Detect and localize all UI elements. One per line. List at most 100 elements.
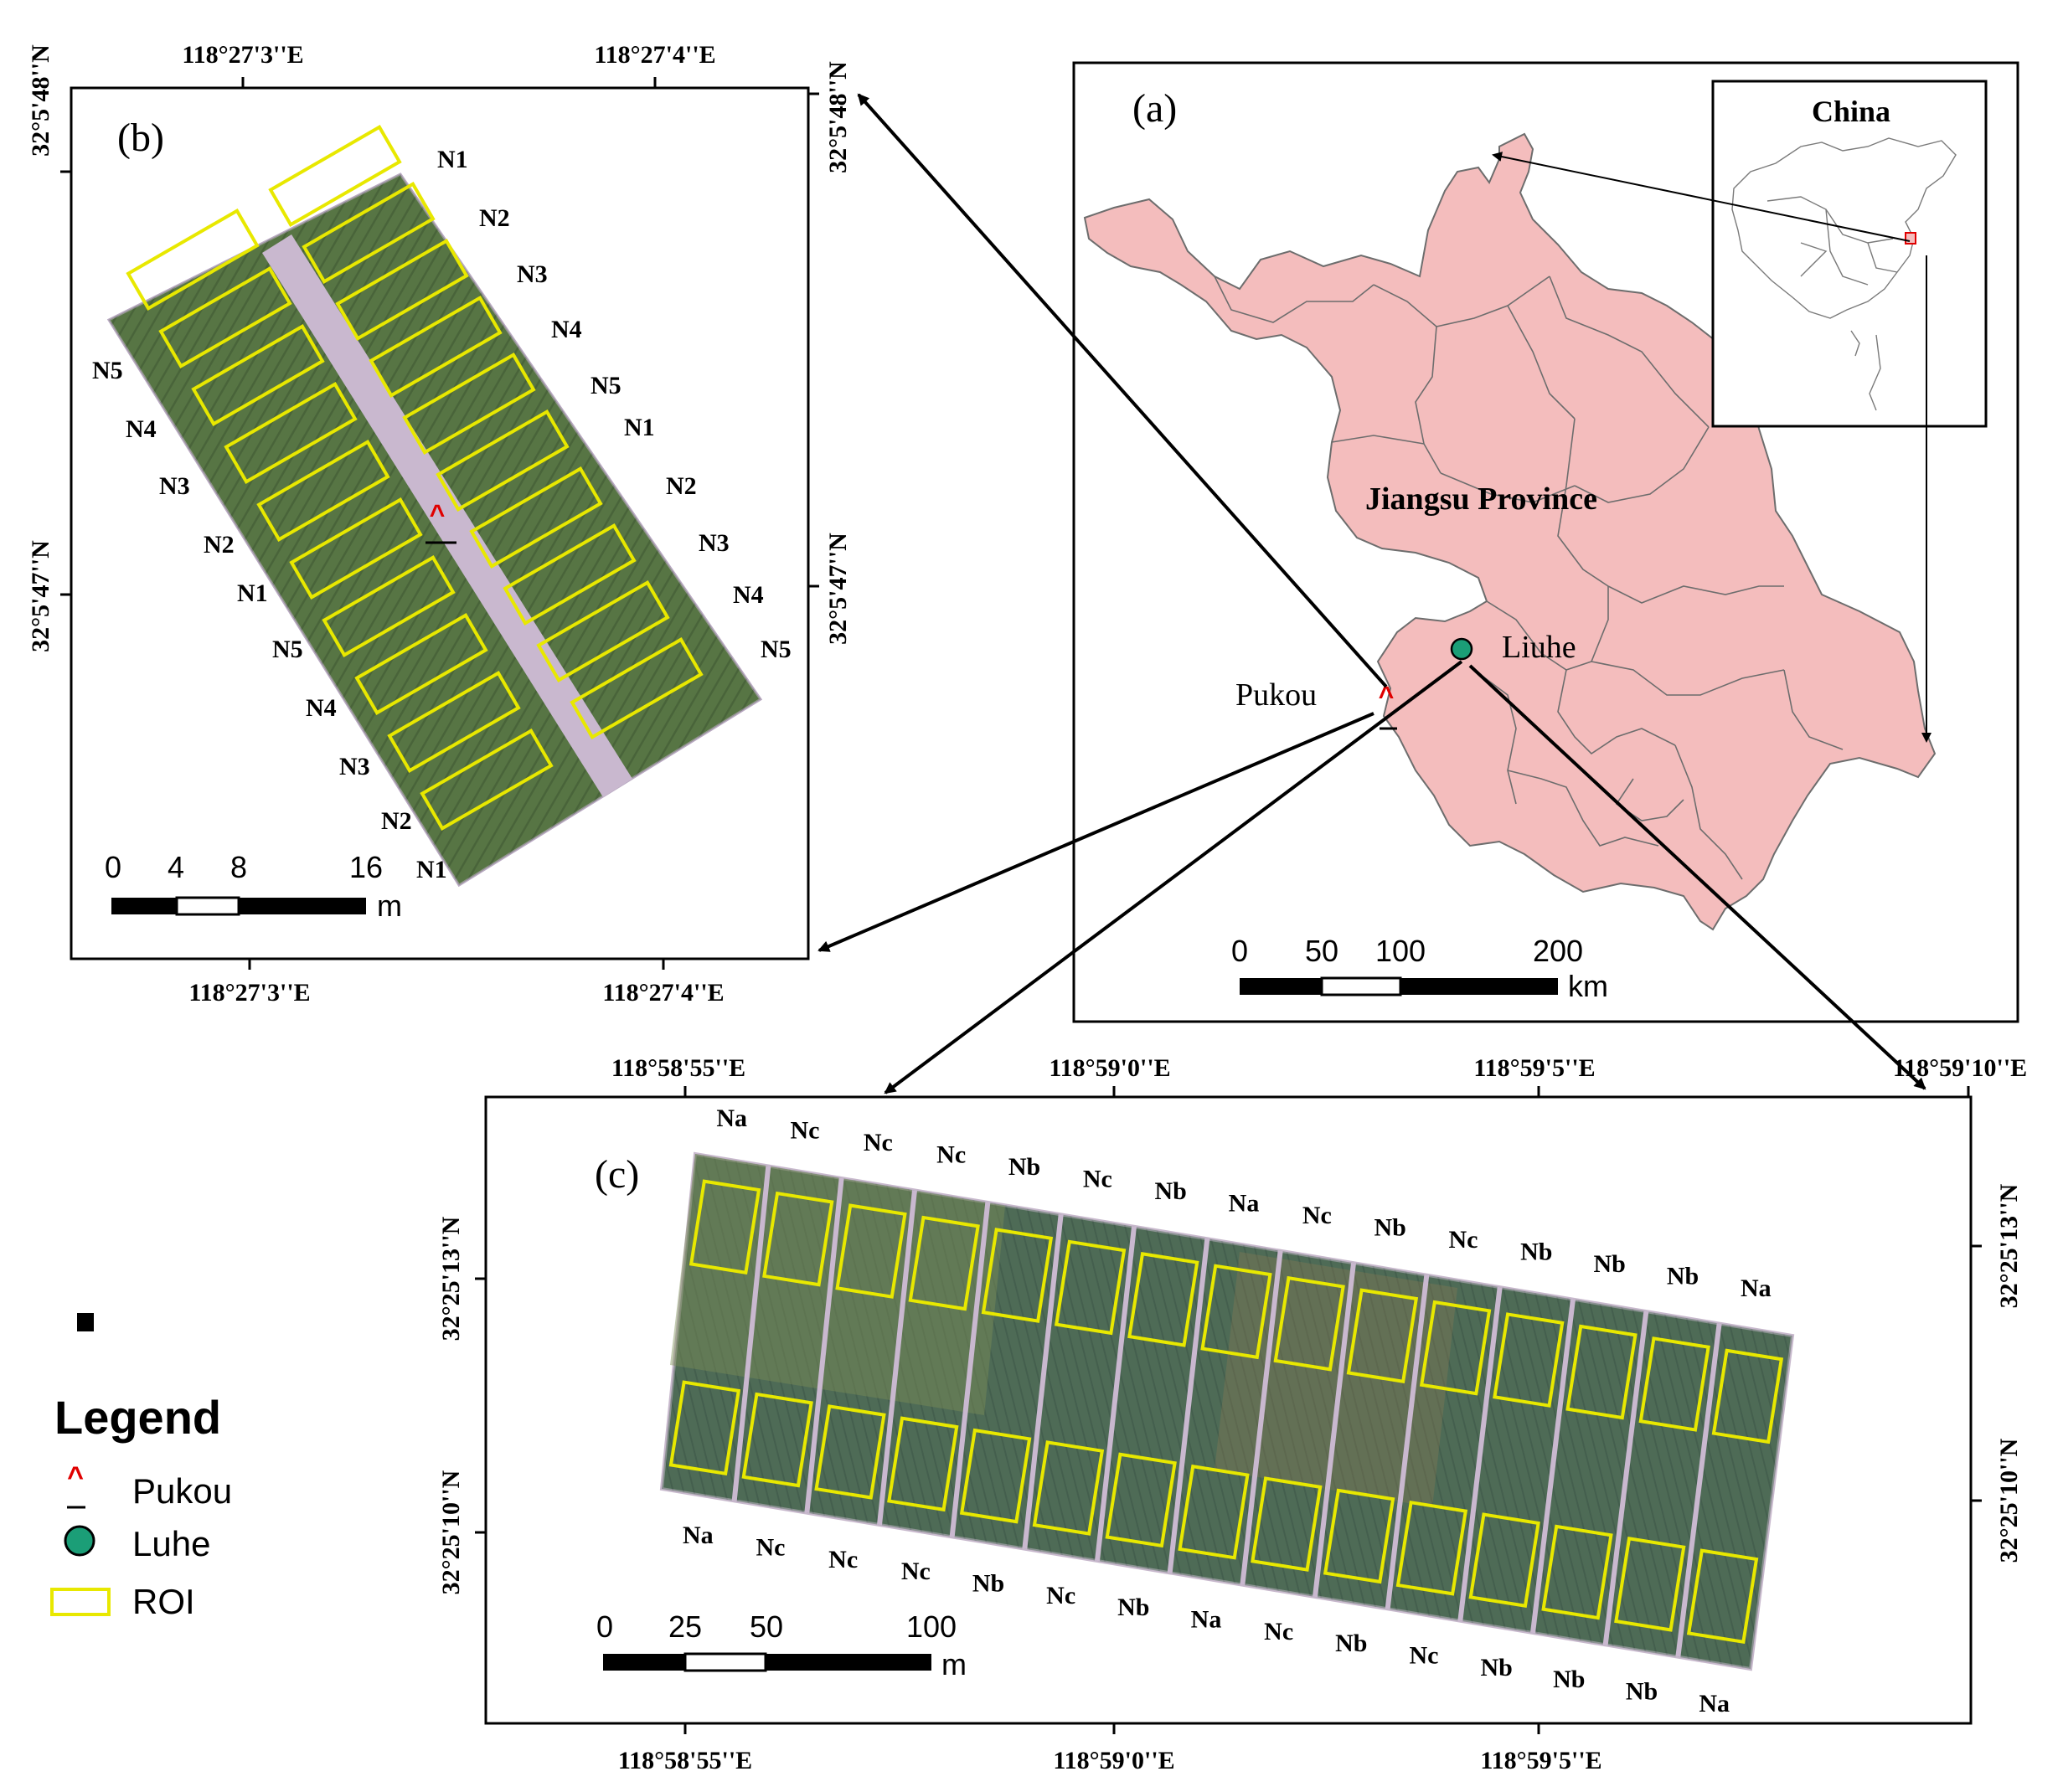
plot-label: N3 bbox=[517, 260, 548, 288]
plot-label: N2 bbox=[666, 472, 697, 500]
plot-label: Nb bbox=[1374, 1213, 1405, 1241]
plot-label: Nb bbox=[1626, 1678, 1658, 1706]
b-top-lon-1: 118°27'3''E bbox=[182, 41, 303, 69]
scale-c-tick-25: 25 bbox=[668, 1609, 702, 1644]
panel-c-plot-labels: Na Na Nc Nc Nc Nc Nc Nc Nb Nb Nc Nc Nb Nb Na Na Nc Nc Nb Nb… bbox=[683, 1105, 1772, 1717]
arrow-to-b-top bbox=[857, 93, 1388, 688]
roi-box bbox=[536, 579, 670, 683]
c-top-lon-3: 118°59'5''E bbox=[1473, 1054, 1595, 1082]
roi-box bbox=[1541, 1524, 1613, 1620]
b-bottom-lon-1: 118°27'3''E bbox=[188, 979, 310, 1007]
plot-label: Na bbox=[1191, 1606, 1222, 1634]
legend-title: Legend bbox=[54, 1391, 221, 1444]
panel-b-frame bbox=[70, 86, 810, 960]
field-path bbox=[1457, 1286, 1503, 1622]
panel-b-orthophoto bbox=[106, 124, 763, 888]
plot-label: Nb bbox=[1117, 1594, 1149, 1621]
plot-label: N5 bbox=[272, 636, 303, 663]
roi-box bbox=[289, 497, 423, 600]
plot-label: N5 bbox=[591, 372, 621, 399]
roi-box bbox=[689, 1179, 761, 1275]
panel-a-label: (a) bbox=[1132, 86, 1177, 131]
scale-bar-c: 0 25 50 100 m bbox=[596, 1609, 967, 1681]
c-left-lat-1: 32°25'13''N bbox=[437, 1216, 465, 1341]
b-left-lat-1: 32°5'48''N bbox=[27, 44, 54, 157]
liuhe-label: Liuhe bbox=[1502, 630, 1576, 665]
roi-box bbox=[302, 181, 436, 285]
legend-label-pukou: Pukou bbox=[132, 1471, 232, 1511]
plot-label: Na bbox=[1699, 1690, 1730, 1717]
panel-c-label: (c) bbox=[595, 1152, 639, 1197]
roi-box bbox=[1346, 1288, 1419, 1384]
plot-label: Nb bbox=[1480, 1654, 1512, 1681]
roi-box bbox=[1614, 1537, 1686, 1632]
field-path bbox=[877, 1190, 917, 1526]
plot-label: Na bbox=[1741, 1274, 1772, 1302]
c-top-lon-1: 118°58'55''E bbox=[611, 1054, 745, 1082]
plot-label: N4 bbox=[126, 415, 157, 443]
roi-box bbox=[354, 612, 488, 716]
panel-c-orthophoto bbox=[659, 1151, 1795, 1671]
panel-c: (c) 118°58'55''E 118°59'0''E 118°59'5''E… bbox=[437, 1054, 2027, 1774]
c-right-lat-1: 32°25'13''N bbox=[1995, 1183, 2023, 1308]
roi-box bbox=[1032, 1440, 1105, 1536]
legend-circle-icon bbox=[64, 1525, 95, 1557]
pukou-label: Pukou bbox=[1235, 677, 1317, 713]
roi-box bbox=[762, 1191, 834, 1287]
scale-a-tick-0: 0 bbox=[1231, 934, 1248, 968]
roi-box bbox=[570, 636, 704, 740]
scale-a-tick-100: 100 bbox=[1375, 934, 1426, 968]
roi-box bbox=[420, 728, 554, 832]
roi-box bbox=[224, 381, 358, 485]
legend-label-roi: ROI bbox=[132, 1582, 195, 1621]
china-inset-frame bbox=[1711, 80, 1988, 428]
scale-c-tick-50: 50 bbox=[750, 1609, 783, 1644]
roi-box bbox=[1565, 1324, 1638, 1420]
field-path bbox=[1167, 1238, 1210, 1573]
scale-c-unit: m bbox=[941, 1647, 967, 1681]
panel-c-frame bbox=[484, 1095, 1973, 1725]
plot-label: Nb bbox=[1553, 1666, 1585, 1693]
roi-box bbox=[268, 124, 402, 228]
roi-box bbox=[1054, 1239, 1127, 1336]
plot-label: Nb bbox=[1008, 1153, 1040, 1181]
plot-label: Nb bbox=[1667, 1262, 1699, 1290]
field-path bbox=[1530, 1299, 1576, 1634]
plot-label: Nc bbox=[828, 1546, 858, 1573]
liuhe-marker-icon bbox=[1450, 637, 1473, 661]
scale-bar-b: 0 4 8 16 m bbox=[105, 850, 402, 923]
roi-box bbox=[1711, 1348, 1784, 1444]
field-path bbox=[804, 1177, 844, 1513]
roi-box bbox=[1638, 1336, 1710, 1432]
legend-marker-square bbox=[77, 1313, 94, 1331]
roi-box bbox=[322, 554, 456, 658]
roi-box bbox=[126, 208, 260, 312]
panel-b-label: (b) bbox=[117, 116, 164, 160]
legend-roi-box-icon bbox=[50, 1588, 111, 1616]
roi-box bbox=[436, 409, 570, 512]
province-label: Jiangsu Province bbox=[1365, 481, 1597, 517]
plot-label: Nc bbox=[901, 1558, 931, 1585]
c-bottom-lon-3: 118°59'5''E bbox=[1480, 1747, 1601, 1774]
plot-label: Nc bbox=[1083, 1166, 1112, 1193]
roi-box bbox=[503, 523, 637, 626]
roi-box bbox=[1419, 1300, 1492, 1396]
roi-box bbox=[887, 1416, 959, 1512]
legend-label-luhe: Luhe bbox=[132, 1524, 210, 1563]
roi-box bbox=[191, 323, 325, 427]
roi-box bbox=[1178, 1464, 1250, 1560]
plot-label: N2 bbox=[381, 807, 412, 835]
c-left-lat-2: 32°25'10''N bbox=[437, 1470, 465, 1594]
jiangsu-province-map bbox=[1083, 132, 1937, 931]
plot-label: Na bbox=[1229, 1190, 1260, 1218]
c-bottom-lon-1: 118°58'55''E bbox=[618, 1747, 752, 1774]
plot-label: N5 bbox=[92, 357, 123, 384]
plot-label: Nb bbox=[1520, 1238, 1552, 1265]
plot-label: Nb bbox=[1593, 1250, 1625, 1278]
roi-box bbox=[814, 1404, 886, 1500]
plot-label: Nc bbox=[791, 1117, 820, 1145]
plot-label: Nc bbox=[1410, 1642, 1439, 1670]
plot-label: N4 bbox=[306, 694, 337, 722]
